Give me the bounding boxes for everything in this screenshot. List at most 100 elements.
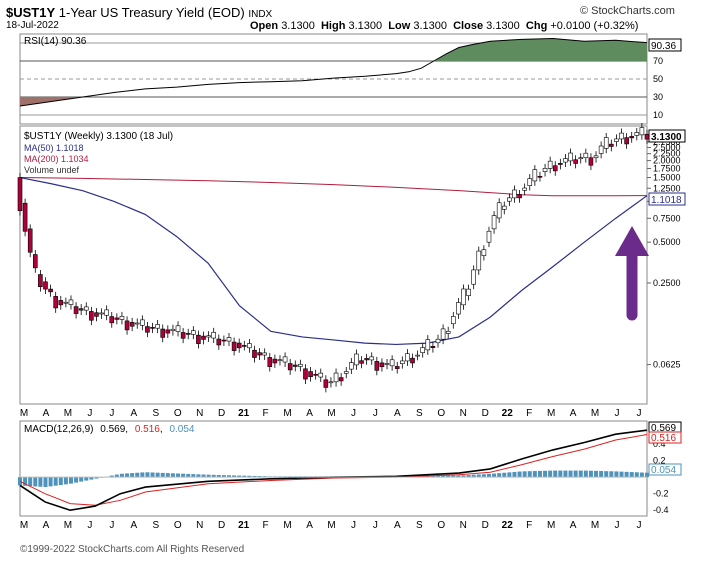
candle [359,360,364,364]
x-axis-label: F [526,520,532,531]
volume-legend: Volume undef [24,165,80,175]
macd-hist-bar [170,473,175,478]
signal-legend-value: 0.516 [135,424,160,435]
x-axis-label: M [547,408,555,419]
x-axis-label: N [196,408,203,419]
candle [185,333,191,335]
last-price-box [648,129,686,143]
x-axis-label: N [196,520,203,531]
candle [552,165,558,172]
macd-hist-bar [160,472,165,478]
x-axis-label: J [109,408,114,419]
macd-hist-bar [645,472,649,478]
candle [236,342,242,349]
candle [466,288,471,296]
macd-hist-bar [232,475,237,478]
x-axis-label: M [591,520,599,531]
candle [435,338,441,344]
candle [63,301,69,304]
candle [313,373,318,376]
candle [292,364,298,367]
ma200-legend: MA(200) 1.1034 [24,154,89,164]
candle [308,371,313,377]
macd-hist-bar [441,475,446,478]
low-label: Low [388,20,411,32]
macd-hist-bar [568,470,573,478]
macd-hist-bar [522,471,527,478]
candle [644,133,650,140]
candle [160,328,166,338]
rsi-tick-label: 50 [653,74,663,84]
candle [349,362,354,370]
candle [532,169,538,182]
candle [323,379,329,388]
macd-hist-bar [609,471,614,478]
candle [374,361,380,371]
x-axis-label: M [327,520,335,531]
macd-hist-bar [68,477,73,484]
candle [221,339,227,342]
candle [629,136,635,139]
price-tick-label: 1.2500 [653,183,681,193]
candle [129,322,135,327]
candle [68,299,74,305]
x-axis-label: O [174,408,182,419]
x-axis-label: O [174,520,182,531]
x-axis-label: A [306,520,313,531]
close-label: Close [453,20,484,32]
x-axis-label: J [615,408,620,419]
candle [303,368,308,380]
macd-hist-bar [466,475,471,478]
x-axis-label: A [43,520,50,531]
macd-hist-bar [563,470,568,478]
macd-hist-bar [583,470,588,478]
low-value: 3.1300 [413,20,447,32]
x-axis-label: O [437,520,445,531]
candle [38,274,43,288]
candle [231,341,237,351]
price-tick-label: 0.7500 [653,213,681,223]
macd-hist-bar [145,472,150,478]
candle [277,359,283,362]
candle [119,316,125,320]
x-axis-label: M [547,520,555,531]
macd-hist-bar [216,474,221,478]
candle [328,381,334,384]
macd-hist-bar [639,472,644,478]
macd-hist-bar [461,475,466,478]
x-axis-label: J [87,520,92,531]
candle [501,205,507,210]
macd-hist-bar [486,473,491,478]
macd-hist-bar [191,474,196,478]
macd-hist-bar [507,472,512,478]
candle [257,352,262,356]
candle [639,127,645,136]
macd-hist-bar [527,471,532,478]
hist-value: 0.054 [651,465,676,476]
candle [624,137,629,145]
macd-hist-bar [599,471,604,478]
x-axis-label: A [130,520,137,531]
macd-hist-bar [451,475,456,478]
x-axis-label: A [394,408,401,419]
macd-hist-bar [247,475,252,478]
candle [134,322,140,325]
x-axis-label: O [437,408,445,419]
candle [27,228,33,253]
candle [578,157,584,160]
macd-hist-bar [109,475,114,478]
x-axis-label: A [43,408,50,419]
macd-hist-bar [446,475,451,478]
x-axis-label: A [130,408,137,419]
candle [603,137,609,149]
macd-tick-label: 0.4 [653,439,666,449]
macd-hist-bar [588,470,593,478]
x-axis-label: J [373,520,378,531]
candle [461,288,466,306]
candle [440,328,446,340]
macd-hist-bar [257,476,262,478]
price-frame [19,125,648,405]
macd-hist-bar [221,475,226,478]
macd-hist-bar [517,471,522,478]
candle [415,354,420,357]
